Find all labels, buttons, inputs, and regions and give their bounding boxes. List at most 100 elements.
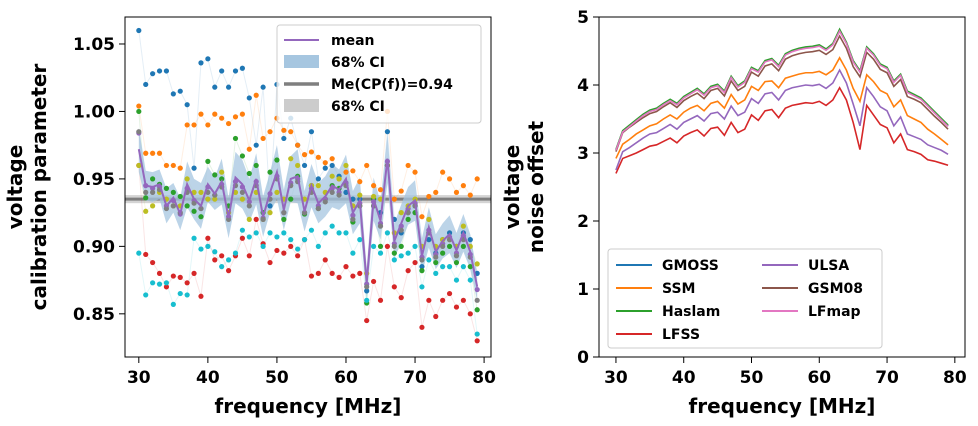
data-point <box>150 189 156 195</box>
data-point <box>177 274 183 280</box>
data-point <box>405 268 411 274</box>
data-point <box>239 153 245 159</box>
x-tick-label: 80 <box>943 368 967 388</box>
data-point <box>198 246 204 252</box>
data-point <box>212 196 218 202</box>
data-point <box>350 168 356 174</box>
data-point <box>239 235 245 241</box>
data-point <box>412 243 418 249</box>
data-point <box>163 205 170 212</box>
x-tick-label: 80 <box>472 368 496 388</box>
data-point <box>391 250 397 256</box>
data-point <box>246 170 252 177</box>
data-point <box>446 264 453 270</box>
data-point <box>322 160 328 166</box>
data-point <box>219 176 225 182</box>
data-point <box>440 169 446 175</box>
data-point <box>191 122 197 128</box>
data-point <box>364 162 370 169</box>
data-point <box>219 68 225 74</box>
data-point <box>357 237 363 243</box>
data-point <box>267 230 273 236</box>
series-line <box>615 86 949 174</box>
data-point <box>198 205 204 212</box>
x-tick-label: 50 <box>265 368 289 388</box>
data-point <box>212 84 218 90</box>
data-point <box>343 230 349 236</box>
data-point <box>301 237 308 243</box>
data-point <box>371 278 377 285</box>
legend-label: ULSA <box>808 258 849 274</box>
right-y-tick-label: 5 <box>577 8 589 28</box>
data-point <box>329 189 335 195</box>
data-point <box>474 331 480 337</box>
data-point <box>191 235 197 241</box>
right-y-tick-label: 2 <box>577 212 589 232</box>
data-point <box>453 259 460 266</box>
data-point <box>253 216 259 222</box>
data-point <box>267 169 273 175</box>
data-point <box>474 261 480 267</box>
data-point <box>474 338 480 344</box>
data-point <box>177 88 183 94</box>
x-axis-label: frequency [MHz] <box>215 394 402 418</box>
x-tick-label: 30 <box>604 368 628 388</box>
data-point <box>398 295 404 301</box>
data-point <box>212 111 218 117</box>
data-point <box>232 250 239 256</box>
data-point <box>315 270 321 276</box>
legend-label: SSM <box>662 281 695 297</box>
data-point <box>426 297 432 303</box>
data-point <box>343 264 349 270</box>
plot-frame <box>598 16 966 358</box>
data-point <box>163 162 170 169</box>
data-point <box>329 270 335 276</box>
legend-label: Haslam <box>662 304 720 320</box>
data-point <box>274 234 280 240</box>
data-point <box>246 234 252 240</box>
data-point <box>260 243 266 249</box>
data-point <box>315 205 321 212</box>
data-point <box>212 249 218 255</box>
data-point <box>143 251 149 258</box>
data-point <box>377 297 384 303</box>
data-point <box>177 193 183 200</box>
data-point <box>371 193 377 200</box>
x-tick-label: 40 <box>672 368 696 388</box>
calibration-chart: 30 40 50 60 70 80 0.85 0.90 0.95 1.00 1.05 frequenc… <box>3 16 496 418</box>
x-tick-label: 30 <box>127 368 151 388</box>
data-point <box>453 277 460 283</box>
data-point <box>377 250 384 256</box>
data-point <box>467 237 473 243</box>
data-point <box>205 56 211 62</box>
data-point <box>232 135 239 142</box>
data-point <box>163 280 170 286</box>
plot-area <box>125 27 491 344</box>
data-point <box>288 129 294 135</box>
data-point <box>184 292 190 298</box>
data-point <box>315 243 321 249</box>
data-point <box>419 257 425 263</box>
data-point <box>205 196 211 202</box>
data-point <box>170 162 176 169</box>
data-point <box>364 288 370 294</box>
data-point <box>433 259 439 266</box>
data-point <box>446 243 453 249</box>
left-y-tick-label: 0.90 <box>73 237 115 257</box>
data-point <box>377 187 384 193</box>
series-line <box>615 56 949 159</box>
data-point <box>205 122 211 128</box>
data-point <box>419 284 425 290</box>
data-point <box>136 27 142 34</box>
data-point <box>191 165 197 171</box>
data-point <box>156 68 163 74</box>
data-point <box>267 259 273 266</box>
data-point <box>453 253 460 259</box>
data-point <box>150 203 156 209</box>
data-point <box>412 259 418 266</box>
y-axis-label-line: voltage <box>500 145 524 230</box>
data-point <box>143 292 149 298</box>
mean-line <box>137 149 479 288</box>
data-point <box>336 230 342 236</box>
data-point <box>219 115 225 121</box>
